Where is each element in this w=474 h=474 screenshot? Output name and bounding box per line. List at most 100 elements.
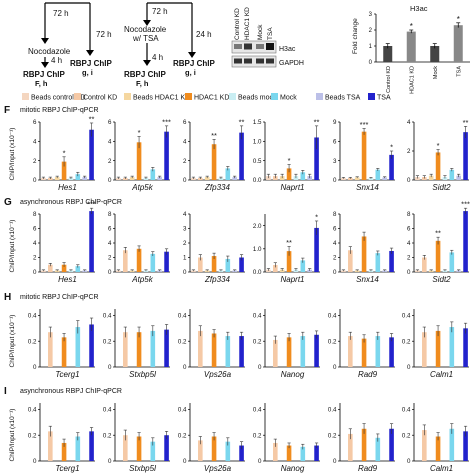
chart-bar <box>150 441 156 461</box>
chart-bar <box>48 264 53 272</box>
chart-significance: ** <box>286 238 292 247</box>
chart-bar <box>198 257 203 272</box>
chart-bar <box>164 329 169 367</box>
h3ac-ytick-label: 1 <box>369 44 373 50</box>
h3ac-bar <box>453 25 463 62</box>
schema-left-time2: 4 h <box>51 56 62 65</box>
chart-bar <box>354 177 360 180</box>
chart-significance: * <box>288 156 291 165</box>
chart-bar <box>225 336 231 367</box>
chart-bar <box>239 336 244 367</box>
chart-bar <box>157 177 162 180</box>
chart-ytick-label: 0 <box>33 364 37 371</box>
chart-ytick-label: 6 <box>333 139 337 146</box>
schema-left-time1: 72 h <box>53 9 69 18</box>
chart-stxbp5l: 0 0.2 0.4 Stxbp5l <box>103 309 170 379</box>
schema-left: 72 h Nocodazole 4 h 72 h RBPJ ChIP F, h … <box>23 2 112 88</box>
chart-significance: ** <box>435 229 441 238</box>
chart-gene-label: Stxbp5l <box>129 464 156 473</box>
chart-bar <box>428 175 434 180</box>
chart-bar <box>211 256 217 272</box>
chart-ytick-label: 0.2 <box>328 432 337 439</box>
chart-significance: *** <box>87 200 96 209</box>
schema-left-chip1: RBPJ ChIP <box>23 70 65 79</box>
schema-right-time3: 4 h <box>152 53 163 62</box>
chart-gene-label: Rad9 <box>358 464 378 473</box>
chart-ytick-label: 0.0 <box>253 177 262 184</box>
chart-ytick-label: 1 <box>183 255 187 262</box>
chart-ytick-label: 0.2 <box>253 338 262 345</box>
chart-significance: ** <box>89 114 95 123</box>
chart-sidt2: 024***Sidt2 <box>407 118 469 192</box>
chart-ytick-label: 0.2 <box>28 432 37 439</box>
schema-right-nocodazole: Nocodazole <box>124 25 167 34</box>
chart-bar <box>449 428 455 461</box>
chart-bar <box>82 177 87 180</box>
chart-ytick-label: 0.4 <box>253 407 262 414</box>
chart-gene-label: Calm1 <box>430 464 453 473</box>
chart-gene-label: Sidt2 <box>432 275 451 284</box>
chart-significance: ** <box>463 118 469 127</box>
chart-bar <box>75 327 81 367</box>
h3ac-ylabel: Fold change <box>352 18 359 54</box>
chart-bar <box>389 154 394 180</box>
chart-bar <box>375 253 381 272</box>
chart-bar <box>123 435 128 461</box>
chart-ytick-label: 0.4 <box>28 407 37 414</box>
chart-bar <box>348 336 353 367</box>
chart-gene-label: Snx14 <box>356 275 379 284</box>
chart-significance: * <box>63 148 66 157</box>
chart-ytick-label: 0 <box>183 177 187 184</box>
schema-right-chip2: RBPJ ChIP <box>173 59 215 68</box>
chart-bar <box>211 436 217 461</box>
chart-gene-label: Naprt1 <box>280 183 304 192</box>
chart-rad9: 0 0.2 0.4 Rad9 <box>328 403 395 473</box>
chart-ytick-label: 0 <box>333 177 337 184</box>
blot-band <box>256 58 264 64</box>
chart-ytick-label: 0.2 <box>103 432 112 439</box>
chart-atp5k: 0 2 4 6 8 Atp5k <box>108 211 170 284</box>
chart-vps26a: 0 0.2 0.4 Vps26a <box>178 403 245 473</box>
chart-ytick-label: 0.4 <box>178 407 187 414</box>
chart-bar <box>273 339 278 367</box>
chart-gene-label: Vps26a <box>204 370 232 379</box>
chart-bar <box>348 178 353 180</box>
schema-left-time3: 72 h <box>96 30 112 39</box>
panel-letter: H <box>4 292 11 303</box>
chart-stxbp5l: 0 0.2 0.4 Stxbp5l <box>103 403 170 473</box>
chart-bar <box>136 436 142 461</box>
h3ac-category-label: HDAC1 KD <box>409 66 415 94</box>
chart-bar <box>422 257 427 272</box>
chart-bar <box>211 144 217 180</box>
chart-gene-label: Nanog <box>281 464 305 473</box>
chart-bar <box>48 332 53 367</box>
chart-ytick-label: 0.2 <box>402 338 411 345</box>
h3ac-bar <box>383 46 393 62</box>
chart-rad9: 0 0.2 0.4 Rad9 <box>328 309 395 379</box>
chart-ytick-label: 2.0 <box>253 223 262 230</box>
panel-ylabel: ChIP/Input (x10⁻¹) <box>9 220 16 273</box>
chart-bar <box>225 441 231 461</box>
chart-ytick-label: 0 <box>108 269 112 276</box>
chart-bar <box>348 433 353 461</box>
h3ac-bar <box>406 31 416 62</box>
chart-significance: *** <box>461 200 470 209</box>
legend-swatch <box>271 93 278 100</box>
h3ac-category-label: TSA <box>456 66 462 77</box>
chart-ytick-label: 0 <box>333 364 337 371</box>
chart-ytick-label: 6 <box>108 119 112 126</box>
blot-row-label-gapdh: GAPDH <box>279 60 304 67</box>
chart-ytick-label: 0.4 <box>328 313 337 320</box>
legend-swatch <box>74 93 81 100</box>
chart-ytick-label: 3 <box>333 158 337 165</box>
chart-ytick-label: 0 <box>183 269 187 276</box>
chart-significance: * <box>390 143 393 152</box>
blot-gapdh-strip <box>231 55 277 68</box>
legend-label: Beads HDAC1 KD <box>133 95 190 102</box>
blot-lane-label-hdac1: HDAC1 KD <box>244 7 251 40</box>
blot-band <box>244 58 252 64</box>
chart-gene-label: Sidt2 <box>432 183 451 192</box>
